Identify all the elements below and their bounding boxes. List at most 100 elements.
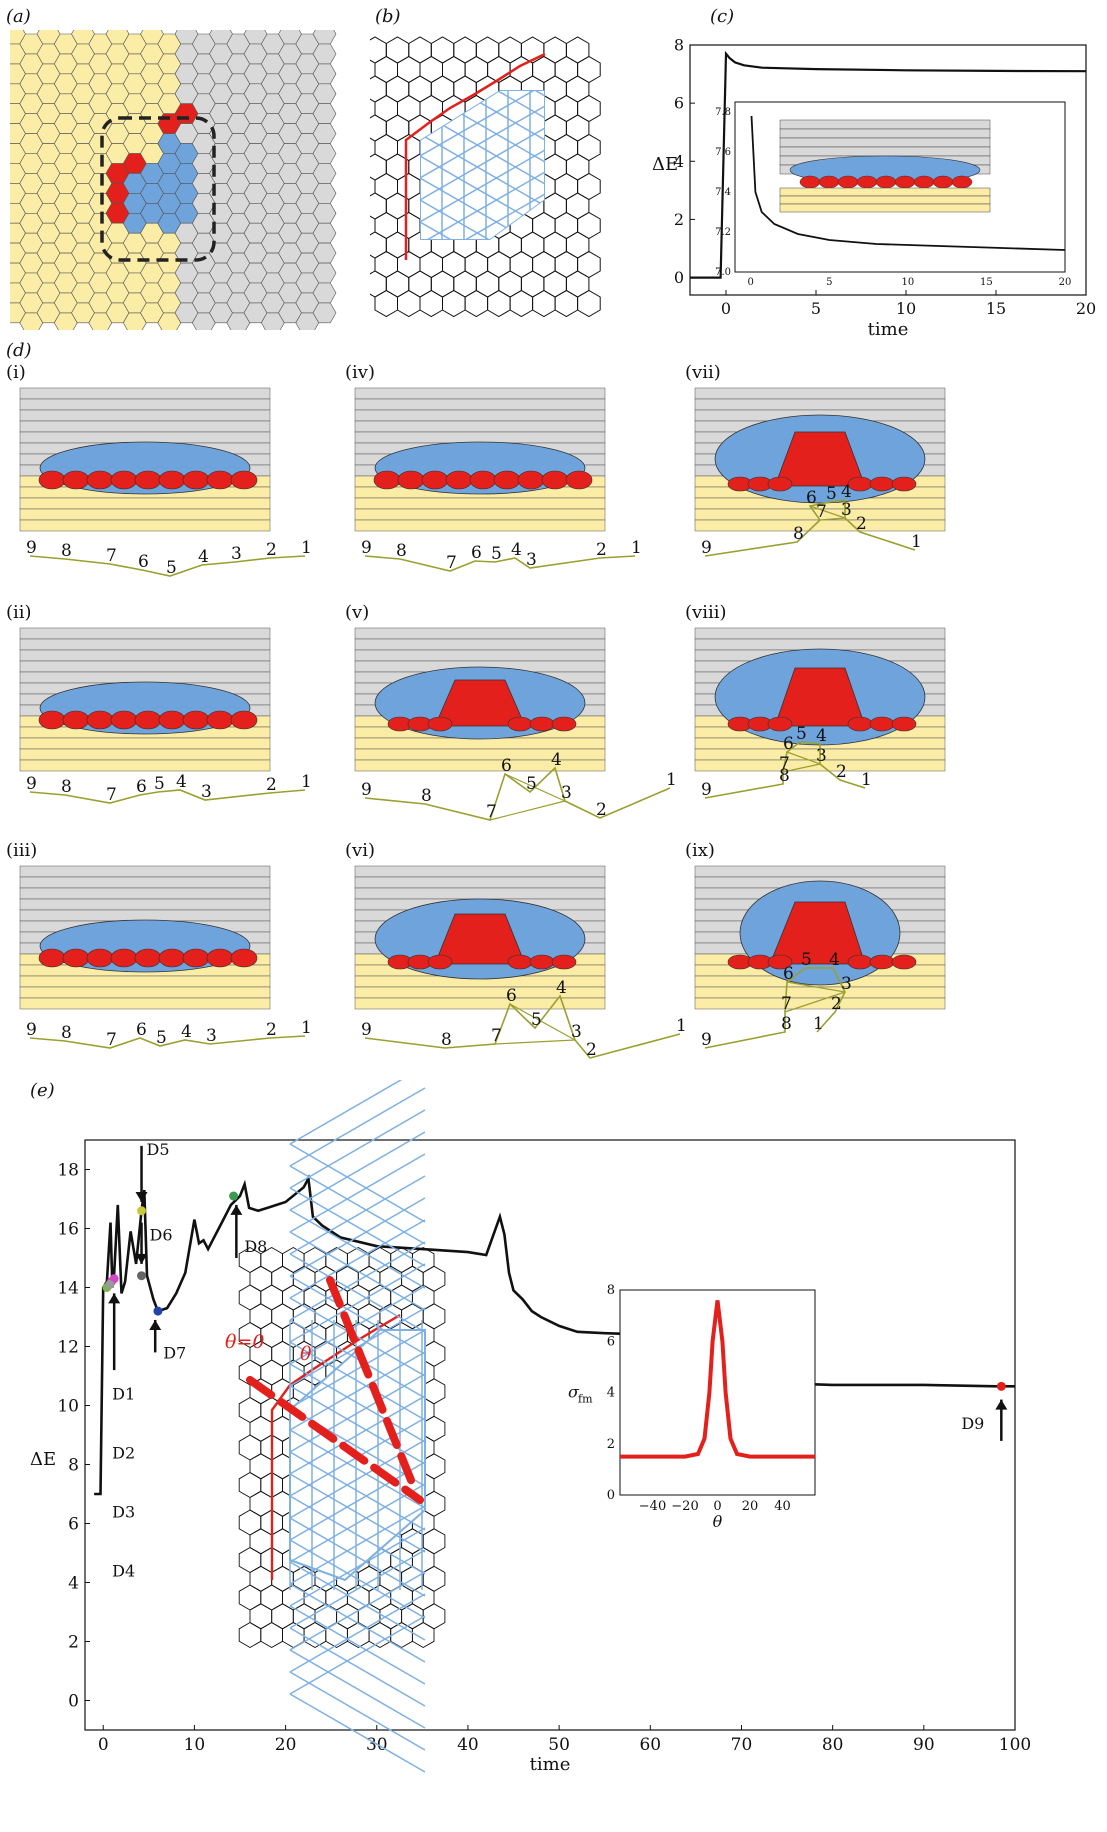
lattice-line [289,1131,426,1211]
grey-row [19,387,271,400]
grey-row [779,119,991,130]
theta-zero-line [246,1376,424,1504]
inset-chart: 0 5 10 15 20 7.0 7.2 7.4 7.6 7.8 [715,101,1071,288]
grey-row [19,909,271,922]
chain-node-label: 2 [266,540,277,560]
chain-node-label: 3 [841,974,852,994]
lattice-line [289,1297,426,1377]
inset-x-tick-label: 5 [826,277,832,288]
hex-cell [374,172,398,201]
hex-cell [577,289,601,318]
marker-label: D3 [112,1503,135,1522]
red-cell [110,710,138,730]
red-cell [869,954,895,970]
chain-node-label: 2 [266,775,277,795]
chain-node-label: 2 [836,762,847,782]
chain-node-label: 8 [793,524,804,544]
lattice-line [420,30,545,46]
subpanel-label: (viii) [685,602,727,623]
red-cell [182,710,210,730]
inset-x-tick-label: 40 [774,1499,791,1514]
red-cell [397,470,425,490]
chain-node-label: 6 [471,543,482,563]
red-cell [529,954,555,970]
chain-node-label: 7 [486,802,497,822]
red-cell [230,710,258,730]
red-cell [529,716,555,732]
chain-line [704,499,916,557]
grey-row [19,671,271,684]
hex-cell [554,55,579,84]
hex-cell [577,172,601,201]
hex-cell [453,75,477,103]
chain-link [494,1039,576,1045]
hex-cell [374,250,398,279]
grey-row [694,398,946,411]
hex-cell [374,94,398,123]
lattice-line [289,1153,426,1233]
chain-node-label: 4 [176,772,187,792]
red-cell [551,716,577,732]
chain-node-label: 1 [301,538,312,558]
y-tick-label: 10 [57,1396,79,1416]
red-cell [134,948,162,968]
subpanel-label: (ii) [6,602,32,623]
chain-link [782,763,821,773]
inset-y-label: σ [568,1383,580,1402]
hex-cell [370,153,387,181]
red-cell [182,948,210,968]
inset-y-tick-label: 8 [607,1283,615,1298]
chain-link [509,1003,576,1041]
red-cell [932,175,954,189]
red-cell [38,948,66,968]
lattice-line [420,30,545,74]
subpanel-label: (i) [6,362,26,383]
selection-box [100,116,216,262]
y-axis-label: ΔE [30,1449,56,1470]
chain-node-label: 3 [206,1026,217,1046]
inset-y-tick-label: 7.0 [715,267,731,278]
chain-node-label: 3 [526,550,537,570]
red-cell [767,716,793,732]
inset-tissue [779,119,991,213]
tissue-illustration [19,865,271,1010]
hex-cell [442,250,466,279]
chain-node-label: 9 [26,538,37,558]
arrow-d6-head [135,1253,148,1264]
red-cell [551,954,577,970]
yellow-row [354,737,606,750]
x-tick-label: 60 [639,1735,661,1755]
grey-row [19,649,271,662]
hex-cell [498,270,522,298]
grey-row [19,898,271,911]
marker-label: D4 [112,1562,135,1581]
lattice-line [289,1539,426,1619]
yellow-row [779,203,991,213]
red-cell [517,470,545,490]
marker-label: D7 [163,1343,186,1362]
red-cell [856,175,878,189]
yellow-row [354,497,606,510]
hex-cell [408,270,432,298]
lattice-line [289,1517,426,1597]
arrow-d5-head [135,1191,148,1202]
y-tick-label: 8 [68,1455,79,1475]
hex-cell [543,270,567,298]
lattice-line [289,1143,426,1223]
panel-label-e: (e) [30,1080,55,1101]
lattice-line [289,1483,426,1563]
red-cell [421,470,449,490]
red-cluster [769,901,866,965]
lattice-line [289,1329,426,1409]
chain-link [784,991,846,1013]
hex-cell [498,231,522,259]
lattice-line [289,1451,426,1531]
red-cell [891,954,917,970]
yellow-row [19,519,271,532]
hex-cell [374,289,398,318]
lattice-line [420,199,545,240]
blue-lattice [420,30,545,240]
